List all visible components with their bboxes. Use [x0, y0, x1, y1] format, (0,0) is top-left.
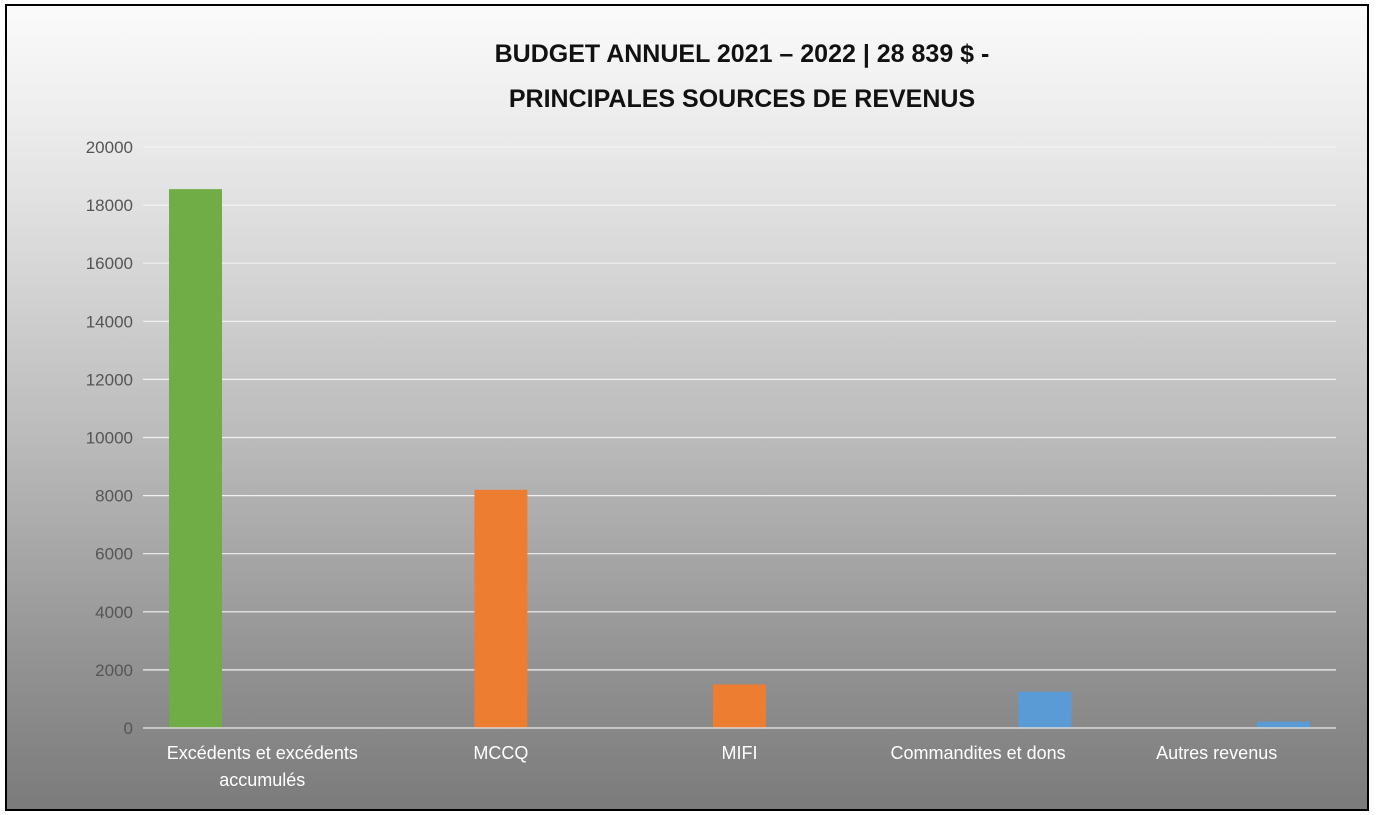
bar [713, 684, 766, 728]
y-tick-label: 18000 [86, 196, 133, 215]
chart-title: BUDGET ANNUEL 2021 – 2022 | 28 839 $ - P… [495, 40, 990, 113]
y-tick-label: 12000 [86, 370, 133, 389]
y-tick-label: 0 [124, 719, 133, 738]
chart-title-line: BUDGET ANNUEL 2021 – 2022 | 28 839 $ - [495, 40, 990, 68]
bar [1018, 691, 1072, 728]
bar [1257, 721, 1311, 728]
bar [474, 489, 528, 728]
y-tick-label: 8000 [95, 487, 133, 506]
y-axis-tick-labels: 0 2000 4000 6000 8000 10000 12000 14000 16000 180… [86, 138, 133, 738]
chart-frame: BUDGET ANNUEL 2021 – 2022 | 28 839 $ - P… [5, 4, 1369, 811]
x-category-label: accumulés [219, 770, 305, 790]
x-category-label: Commandites et dons [891, 743, 1066, 763]
x-category-label: MIFI [722, 743, 758, 763]
y-tick-label: 16000 [86, 254, 133, 273]
x-category-label: Autres revenus [1156, 743, 1277, 763]
y-tick-label: 20000 [86, 138, 133, 157]
bars [168, 189, 1311, 728]
gridlines [143, 146, 1336, 671]
y-tick-label: 14000 [86, 312, 133, 331]
x-category-label: Excédents et excédents [167, 743, 358, 763]
chart-title-line: PRINCIPALES SOURCES DE REVENUS [509, 85, 975, 113]
y-tick-label: 10000 [86, 429, 133, 448]
x-axis-category-labels: Excédents et excédents accumulés MCCQ MIFI C… [167, 743, 1277, 790]
y-tick-label: 6000 [95, 545, 133, 564]
y-tick-label: 2000 [95, 661, 133, 680]
x-category-label: MCCQ [473, 743, 528, 763]
y-tick-label: 4000 [95, 603, 133, 622]
bar [168, 189, 222, 728]
bar-chart: BUDGET ANNUEL 2021 – 2022 | 28 839 $ - P… [86, 40, 1336, 790]
